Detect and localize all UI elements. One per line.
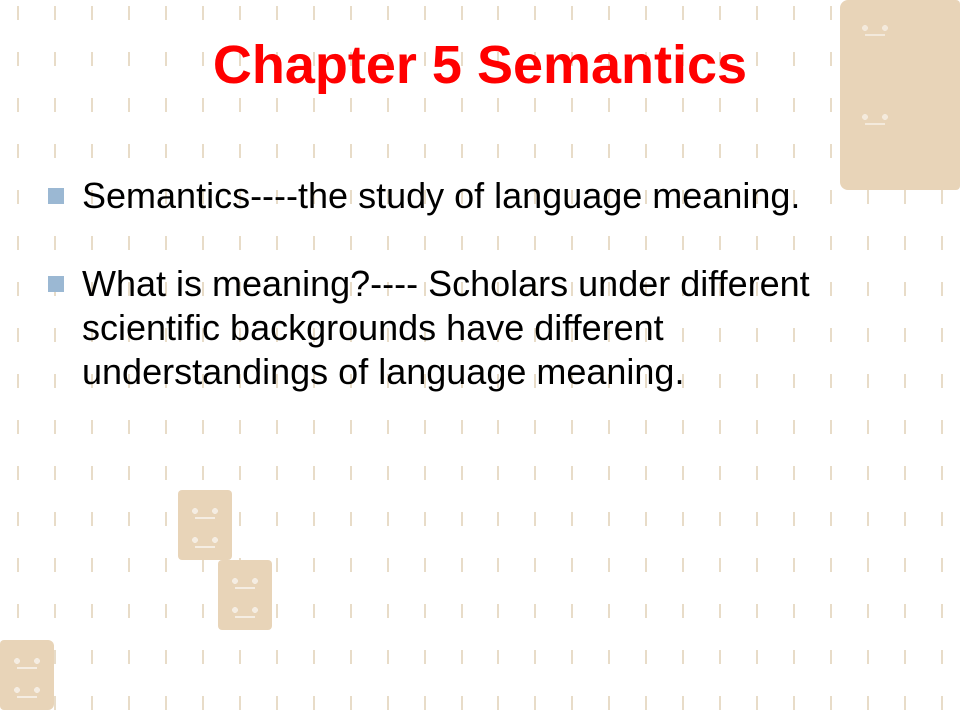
bullet-item: What is meaning?---- Scholars under diff… xyxy=(44,262,916,394)
bullet-item: Semantics----the study of language meani… xyxy=(44,174,916,218)
slide-content: Chapter 5 Semantics Semantics----the stu… xyxy=(0,0,960,720)
slide-title: Chapter 5 Semantics xyxy=(44,34,916,96)
bullet-list: Semantics----the study of language meani… xyxy=(44,174,916,394)
